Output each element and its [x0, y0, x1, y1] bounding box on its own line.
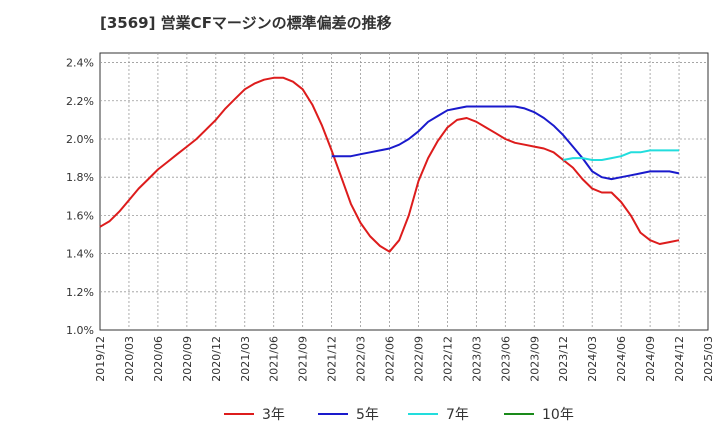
series-line-3年 [99, 76, 680, 253]
x-tick-label: 2020/03 [123, 336, 136, 382]
x-tick-label: 2021/06 [268, 336, 281, 382]
series-line-5年 [331, 105, 680, 181]
x-tick-label: 2022/12 [441, 336, 454, 382]
series-line-7年 [563, 149, 679, 161]
x-tick-label: 2023/12 [557, 336, 570, 382]
x-tick-label: 2025/03 [702, 336, 715, 382]
x-tick-label: 2024/09 [644, 336, 657, 382]
y-tick-label: 1.6% [66, 209, 94, 222]
x-tick-label: 2021/03 [239, 336, 252, 382]
x-tick-label: 2023/06 [499, 336, 512, 382]
y-tick-label: 1.0% [66, 324, 94, 337]
x-tick-label: 2020/09 [181, 336, 194, 382]
plot-frame [99, 52, 709, 331]
legend-label: 7年 [446, 407, 469, 423]
x-tick-label: 2022/09 [412, 336, 425, 382]
y-tick-label: 2.2% [66, 95, 94, 108]
x-tick-label: 2023/03 [470, 336, 483, 382]
y-tick-label: 1.2% [66, 286, 94, 299]
legend-label: 10年 [542, 407, 574, 423]
legend-label: 3年 [262, 407, 285, 423]
x-tick-label: 2024/12 [673, 336, 686, 382]
y-tick-label: 1.8% [66, 171, 94, 184]
chart-title: [3569] 営業CFマージンの標準偏差の推移 [100, 14, 392, 32]
x-tick-label: 2020/06 [152, 336, 165, 382]
y-tick-label: 1.4% [66, 248, 94, 261]
x-tick-label: 2020/12 [210, 336, 223, 382]
y-tick-label: 2.4% [66, 57, 94, 70]
y-tick-label: 2.0% [66, 133, 94, 146]
x-tick-label: 2021/09 [297, 336, 310, 382]
x-tick-label: 2022/06 [384, 336, 397, 382]
x-tick-label: 2019/12 [94, 336, 107, 382]
x-tick-label: 2022/03 [355, 336, 368, 382]
x-tick-label: 2024/06 [615, 336, 628, 382]
x-tick-label: 2023/09 [528, 336, 541, 382]
legend-label: 5年 [356, 407, 379, 423]
x-tick-label: 2021/12 [326, 336, 339, 382]
x-tick-label: 2024/03 [586, 336, 599, 382]
